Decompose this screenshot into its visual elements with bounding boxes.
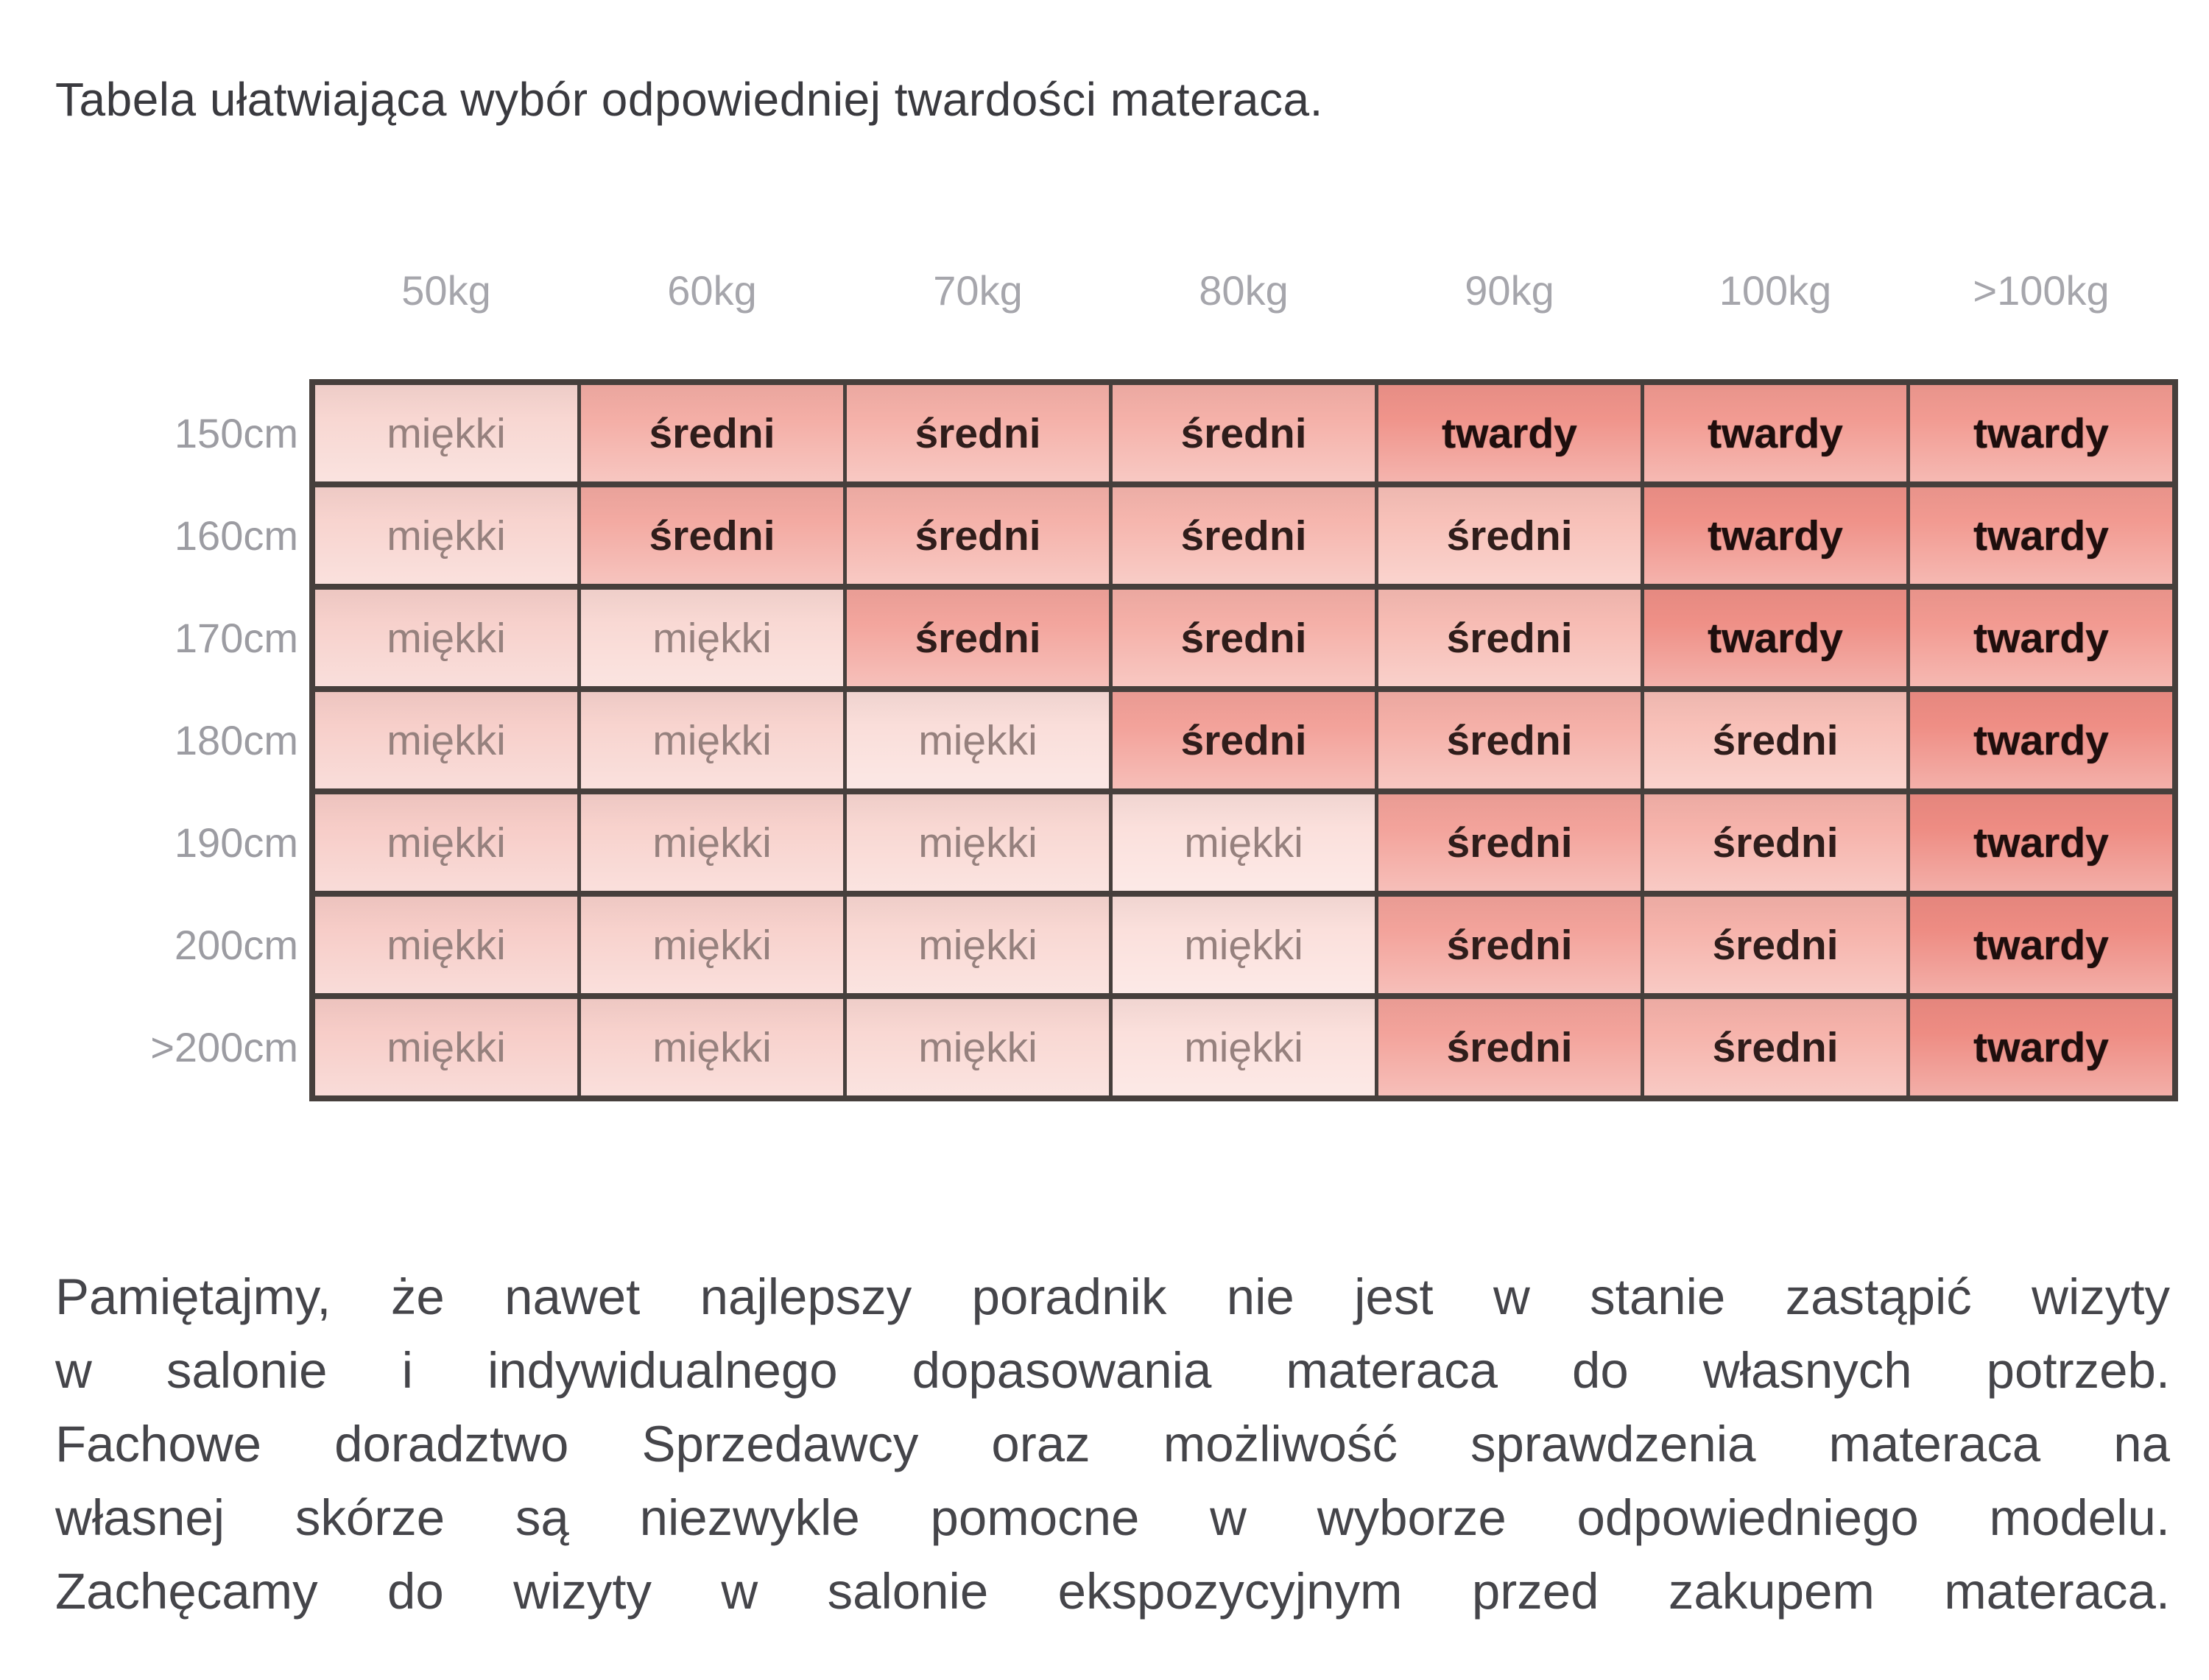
firmness-cell: miękki <box>315 692 577 788</box>
firmness-cell: miękki <box>1113 897 1375 993</box>
firmness-table: miękki średni średni średni twardy tward… <box>309 379 2178 1101</box>
firmness-cell: miękki <box>581 692 843 788</box>
firmness-cell: średni <box>1378 999 1641 1095</box>
weight-header-row: 50kg 60kg 70kg 80kg 90kg 100kg >100kg <box>309 267 2178 314</box>
height-row-label: >200cm <box>150 1024 298 1070</box>
advice-paragraph: Pamiętajmy, że nawet najlepszy poradnik … <box>55 1260 2170 1628</box>
firmness-cell: średni <box>1113 590 1375 686</box>
firmness-cell: średni <box>1378 692 1641 788</box>
firmness-cell: średni <box>847 385 1109 481</box>
height-row-label: 170cm <box>174 615 298 661</box>
height-row-label: 190cm <box>174 819 298 866</box>
firmness-cell: średni <box>847 487 1109 584</box>
advice-line: w salonie i indywidualnego dopasowania m… <box>55 1342 2170 1399</box>
firmness-cell: twardy <box>1644 487 1906 584</box>
firmness-cell: średni <box>1378 487 1641 584</box>
firmness-cell: twardy <box>1910 794 2172 891</box>
advice-line: Fachowe doradztwo Sprzedawcy oraz możliw… <box>55 1416 2170 1472</box>
firmness-cell: twardy <box>1644 590 1906 686</box>
firmness-cell: twardy <box>1910 897 2172 993</box>
firmness-cell: twardy <box>1910 385 2172 481</box>
firmness-cell: miękki <box>581 794 843 891</box>
firmness-cell: średni <box>1378 590 1641 686</box>
firmness-cell: miękki <box>581 999 843 1095</box>
firmness-cell: miękki <box>315 590 577 686</box>
firmness-cell: miękki <box>581 897 843 993</box>
firmness-cell: średni <box>1644 794 1906 891</box>
firmness-cell: średni <box>581 487 843 584</box>
firmness-cell: średni <box>1644 999 1906 1095</box>
advice-line: własnej skórze są niezwykle pomocne w wy… <box>55 1489 2170 1546</box>
firmness-cell: twardy <box>1910 999 2172 1095</box>
firmness-cell: twardy <box>1910 487 2172 584</box>
weight-column-header: 70kg <box>933 267 1023 314</box>
firmness-cell: średni <box>1113 385 1375 481</box>
firmness-cell: twardy <box>1378 385 1641 481</box>
height-label-column: 150cm 160cm 170cm 180cm 190cm 200cm >200… <box>33 385 298 1095</box>
firmness-cell: miękki <box>847 692 1109 788</box>
advice-line: Zachęcamy do wizyty w salonie ekspozycyj… <box>55 1563 2170 1620</box>
height-row-label: 200cm <box>174 922 298 968</box>
weight-column-header: 100kg <box>1719 267 1832 314</box>
firmness-cell: średni <box>581 385 843 481</box>
firmness-cell: średni <box>1644 897 1906 993</box>
firmness-cell: średni <box>847 590 1109 686</box>
page-title: Tabela ułatwiająca wybór odpowiedniej tw… <box>55 73 1323 126</box>
firmness-cell: miękki <box>315 385 577 481</box>
weight-column-header: 80kg <box>1199 267 1289 314</box>
weight-column-header: 60kg <box>667 267 757 314</box>
height-row-label: 150cm <box>174 410 298 456</box>
firmness-cell: miękki <box>581 590 843 686</box>
firmness-cell: twardy <box>1644 385 1906 481</box>
weight-column-header: 90kg <box>1465 267 1554 314</box>
weight-column-header: 50kg <box>401 267 491 314</box>
firmness-cell: twardy <box>1910 692 2172 788</box>
advice-line: Pamiętajmy, że nawet najlepszy poradnik … <box>55 1268 2170 1325</box>
firmness-cell: miękki <box>1113 794 1375 891</box>
firmness-cell: średni <box>1378 794 1641 891</box>
weight-column-header: >100kg <box>1973 267 2110 314</box>
firmness-cell: miękki <box>1113 999 1375 1095</box>
firmness-cell: średni <box>1378 897 1641 993</box>
firmness-cell: twardy <box>1910 590 2172 686</box>
firmness-cell: miękki <box>847 897 1109 993</box>
height-row-label: 160cm <box>174 512 298 559</box>
firmness-cell: średni <box>1113 692 1375 788</box>
firmness-cell: średni <box>1113 487 1375 584</box>
firmness-cell: średni <box>1644 692 1906 788</box>
firmness-cell: miękki <box>315 897 577 993</box>
firmness-cell: miękki <box>847 999 1109 1095</box>
firmness-cell: miękki <box>315 999 577 1095</box>
height-row-label: 180cm <box>174 717 298 763</box>
firmness-cell: miękki <box>315 794 577 891</box>
firmness-cell: miękki <box>315 487 577 584</box>
firmness-cell: miękki <box>847 794 1109 891</box>
